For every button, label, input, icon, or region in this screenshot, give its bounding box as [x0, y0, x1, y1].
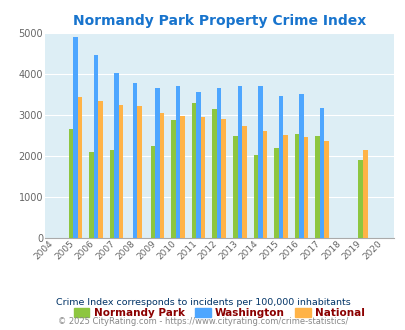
Title: Normandy Park Property Crime Index: Normandy Park Property Crime Index — [72, 14, 365, 28]
Bar — [200, 117, 205, 238]
Bar — [89, 152, 94, 238]
Bar — [94, 55, 98, 238]
Bar — [180, 116, 185, 238]
Text: Crime Index corresponds to incidents per 100,000 inhabitants: Crime Index corresponds to incidents per… — [55, 298, 350, 307]
Bar — [119, 105, 123, 238]
Bar — [175, 86, 180, 238]
Bar — [216, 88, 221, 238]
Bar — [262, 131, 266, 238]
Bar — [132, 83, 137, 238]
Bar — [196, 92, 200, 238]
Bar — [241, 126, 246, 238]
Bar — [324, 141, 328, 238]
Bar — [151, 146, 155, 238]
Bar — [114, 73, 119, 238]
Bar — [212, 109, 216, 238]
Bar — [98, 101, 102, 238]
Bar — [73, 37, 77, 238]
Bar — [303, 137, 307, 238]
Bar — [68, 129, 73, 238]
Bar — [273, 148, 278, 238]
Bar — [362, 150, 367, 238]
Bar — [358, 160, 362, 238]
Bar — [258, 86, 262, 238]
Bar — [298, 94, 303, 238]
Text: © 2025 CityRating.com - https://www.cityrating.com/crime-statistics/: © 2025 CityRating.com - https://www.city… — [58, 317, 347, 326]
Bar — [278, 96, 282, 238]
Bar — [221, 119, 226, 238]
Bar — [314, 136, 319, 238]
Bar — [155, 88, 160, 238]
Bar — [109, 149, 114, 238]
Bar — [237, 86, 241, 238]
Bar — [282, 135, 287, 238]
Bar — [192, 103, 196, 238]
Bar — [137, 106, 141, 238]
Legend: Normandy Park, Washington, National: Normandy Park, Washington, National — [69, 304, 368, 322]
Bar — [319, 108, 324, 238]
Bar — [253, 154, 258, 238]
Bar — [77, 97, 82, 238]
Bar — [171, 120, 175, 238]
Bar — [160, 113, 164, 238]
Bar — [232, 136, 237, 238]
Bar — [294, 134, 298, 238]
